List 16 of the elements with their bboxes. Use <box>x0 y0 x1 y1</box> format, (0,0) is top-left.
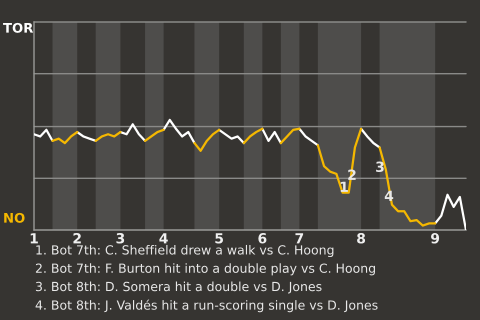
x-tick-label: 2 <box>73 233 81 244</box>
x-tick-label: 1 <box>30 233 38 244</box>
x-tick-label: 9 <box>431 233 440 244</box>
text: 3. Bot 8th: D. Somera hit a double vs D. Jones <box>36 282 322 294</box>
x-tick-label: 7 <box>295 233 304 244</box>
text: 1. Bot 7th: C. Sheffield drew a walk vs C. Hoong <box>36 244 334 258</box>
x-tick-label: 6 <box>258 233 266 244</box>
x-tick-label: 3 <box>116 233 124 244</box>
x-tick-label: 5 <box>215 233 224 244</box>
text: TOR <box>3 22 34 33</box>
x-tick-label: 8 <box>357 233 366 244</box>
annotation: 3 <box>376 162 384 172</box>
text: 2. Bot 7th: F. Burton hit into a double play vs C. Hoong <box>36 263 375 276</box>
text: NO <box>4 212 25 223</box>
text: 4. Bot 8th: J. Valdés hit a run-scoring single vs D. Jones <box>36 300 378 312</box>
x-tick-label: 4 <box>159 233 168 244</box>
